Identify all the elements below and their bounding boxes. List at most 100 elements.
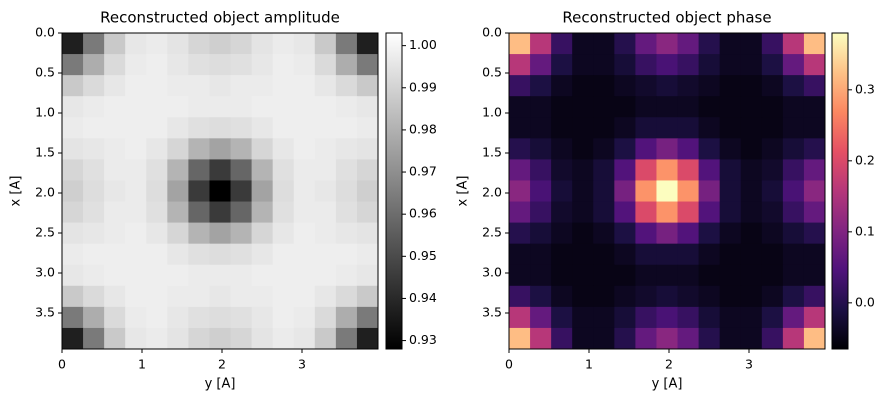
heatmap-cell (335, 222, 358, 245)
heatmap-cell (83, 117, 105, 139)
heatmap-cell (656, 117, 679, 139)
heatmap-cell (167, 243, 189, 266)
y-tick-label: 1.0 (35, 105, 55, 120)
heatmap-cell (125, 159, 147, 181)
heatmap-cell (530, 33, 552, 55)
heatmap-cell (293, 159, 316, 181)
heatmap-cell (146, 138, 168, 160)
heatmap-cell (782, 201, 805, 224)
heatmap-cell (230, 180, 253, 203)
heatmap-cell (509, 306, 531, 329)
heatmap-cell (188, 285, 210, 308)
heatmap-cell (803, 306, 826, 329)
heatmap-cell (251, 201, 274, 224)
heatmap-cell (782, 138, 805, 160)
heatmap-cell (335, 159, 358, 181)
heatmap-cell (293, 33, 316, 55)
heatmap-cell (293, 222, 316, 245)
heatmap-cell (167, 96, 189, 118)
heatmap-cell (677, 159, 700, 181)
heatmap-cell (146, 222, 168, 245)
heatmap-cell (335, 180, 358, 203)
heatmap-cell (104, 327, 126, 350)
heatmap-cell (572, 327, 594, 350)
heatmap-cell (803, 222, 826, 245)
heatmap-cell (551, 138, 573, 160)
heatmap-cell (188, 138, 210, 160)
heatmap-cell (356, 222, 379, 245)
heatmap-cell (677, 117, 700, 139)
heatmap-cell (83, 327, 105, 350)
heatmap-cell (530, 222, 552, 245)
heatmap-cell (356, 264, 379, 287)
heatmap-cell (614, 159, 636, 181)
heatmap-cell (104, 54, 126, 76)
heatmap-cell (740, 285, 763, 308)
heatmap-cell (614, 33, 636, 55)
heatmap-cell (530, 96, 552, 118)
heatmap-cell (62, 33, 84, 55)
heatmap-cell (62, 222, 84, 245)
heatmap-cell (551, 54, 573, 76)
heatmap-cell (719, 159, 742, 181)
heatmap-cell (572, 201, 594, 224)
x-tick-label: 3 (298, 357, 306, 372)
heatmap-cell (104, 285, 126, 308)
heatmap-cell (314, 306, 337, 329)
heatmap-cell (803, 201, 826, 224)
heatmap-cell (677, 33, 700, 55)
y-tick-label: 0.5 (35, 65, 55, 80)
heatmap-cell (614, 306, 636, 329)
heatmap-cell (551, 264, 573, 287)
heatmap-cell (293, 201, 316, 224)
heatmap-cell (656, 222, 679, 245)
x-tick-label: 2 (218, 357, 226, 372)
heatmap-cell (83, 159, 105, 181)
heatmap-cell (761, 264, 784, 287)
heatmap-cell (761, 327, 784, 350)
heatmap-cell (509, 54, 531, 76)
heatmap-cell (104, 138, 126, 160)
heatmap-cell (209, 54, 232, 76)
colorbar-tick-label: 1.00 (409, 37, 437, 52)
heatmap-cell (125, 243, 147, 266)
heatmap-cell (698, 222, 721, 245)
x-tick-label: 0 (58, 357, 66, 372)
heatmap-cell (335, 96, 358, 118)
colorbar-tick-label: 0.97 (409, 164, 437, 179)
heatmap-cell (188, 306, 210, 329)
y-tick-label: 0.0 (482, 25, 502, 40)
heatmap-cell (272, 285, 295, 308)
heatmap-cell (656, 264, 679, 287)
heatmap-cell (209, 75, 232, 97)
heatmap-cell (293, 180, 316, 203)
heatmap-cell (698, 33, 721, 55)
heatmap-cell (272, 243, 295, 266)
heatmap-cell (593, 33, 615, 55)
heatmap-cell (530, 54, 552, 76)
heatmap-cell (782, 285, 805, 308)
heatmap-cell (167, 180, 189, 203)
heatmap-cell (125, 138, 147, 160)
heatmap-cell (572, 243, 594, 266)
heatmap-cell (230, 117, 253, 139)
heatmap-cell (698, 306, 721, 329)
heatmap-cell (167, 75, 189, 97)
heatmap-cell (188, 243, 210, 266)
heatmap-cell (251, 180, 274, 203)
heatmap-cell (251, 285, 274, 308)
y-axis-label: x [A] (456, 176, 471, 207)
heatmap-cell (83, 201, 105, 224)
x-axis-label: y [A] (205, 377, 236, 392)
heatmap-cell (803, 138, 826, 160)
heatmap-cell (272, 54, 295, 76)
heatmap-cell (803, 180, 826, 203)
heatmap-cell (146, 117, 168, 139)
heatmap-cell (635, 222, 657, 245)
heatmap-cell (125, 264, 147, 287)
heatmap-cell (230, 327, 253, 350)
heatmap-cell (614, 138, 636, 160)
heatmap-cell (761, 201, 784, 224)
colorbar-tick-label: 0.1 (855, 223, 875, 238)
